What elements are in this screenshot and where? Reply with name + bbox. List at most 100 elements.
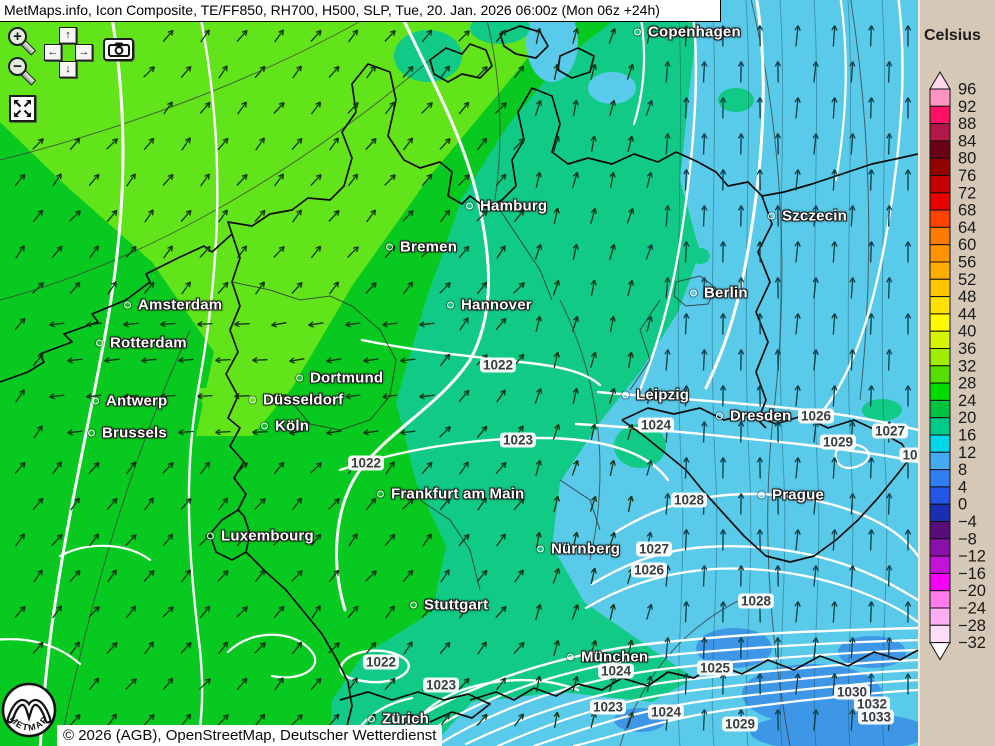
wind-arrow-icon <box>217 497 229 511</box>
wind-arrow-icon <box>180 497 192 510</box>
wind-arrow-icon <box>197 321 213 328</box>
wind-arrow-icon <box>69 137 81 151</box>
wind-arrow-icon <box>701 637 708 659</box>
wind-arrow-icon <box>310 101 322 115</box>
wind-arrow-icon <box>513 65 525 79</box>
wind-arrow-icon <box>458 533 470 547</box>
pressure-label: 1028 <box>737 593 775 609</box>
wind-arrow-icon <box>831 241 838 263</box>
wind-arrow-icon <box>535 171 542 188</box>
wind-arrow-icon <box>774 637 782 659</box>
wind-arrow-icon <box>328 569 340 583</box>
wind-arrow-icon <box>421 102 433 114</box>
wind-arrow-icon <box>439 426 452 438</box>
wind-arrow-icon <box>458 174 471 186</box>
wind-arrow-icon <box>849 277 856 299</box>
scale-cell <box>929 330 951 350</box>
wind-arrow-icon <box>756 529 764 551</box>
title-bar: MetMaps.info, Icon Composite, TE/FF850, … <box>0 0 721 22</box>
scale-label: 88 <box>958 115 976 133</box>
wind-arrow-icon <box>236 245 248 259</box>
wind-arrow-icon <box>513 641 525 655</box>
pan-right-button[interactable]: → <box>75 44 93 61</box>
wind-arrow-icon <box>534 99 543 116</box>
wind-arrow-icon <box>310 677 322 691</box>
wind-arrow-icon <box>849 61 856 83</box>
wind-arrow-icon <box>476 569 488 583</box>
wind-arrow-icon <box>106 209 118 223</box>
wind-arrow-icon <box>384 533 396 547</box>
wind-arrow-icon <box>794 241 801 263</box>
scale-label: 36 <box>958 340 976 358</box>
weather-map-canvas <box>0 0 918 746</box>
metmaps-logo[interactable]: METMAPS <box>1 677 58 746</box>
wind-arrow-icon <box>365 209 377 223</box>
wind-arrow-icon <box>609 243 616 260</box>
wind-arrow-icon <box>180 569 192 583</box>
wind-arrow-icon <box>794 169 801 191</box>
wind-arrow-icon <box>291 714 304 726</box>
wind-arrow-icon <box>365 497 377 511</box>
wind-arrow-icon <box>181 281 191 295</box>
wind-arrow-icon <box>459 461 469 475</box>
pan-left-button[interactable]: ← <box>44 44 62 61</box>
wind-arrow-icon <box>162 533 174 547</box>
wind-arrow-icon <box>553 207 560 224</box>
scale-label: 96 <box>958 81 976 99</box>
wind-arrow-icon <box>589 639 598 656</box>
wind-arrow-icon <box>683 313 690 335</box>
wind-arrow-icon <box>737 493 745 515</box>
scale-label: 92 <box>958 98 976 116</box>
wind-arrow-icon <box>495 461 507 475</box>
wind-arrow-icon <box>683 601 690 623</box>
wind-arrow-icon <box>868 601 875 623</box>
wind-arrow-icon <box>89 245 99 259</box>
pan-down-button[interactable]: ↓ <box>59 61 77 78</box>
wind-arrow-icon <box>200 29 210 43</box>
wind-arrow-icon <box>180 713 192 727</box>
wind-arrow-icon <box>476 425 488 439</box>
zoom-out-button[interactable]: − <box>8 57 27 76</box>
wind-arrow-icon <box>15 389 25 403</box>
wind-arrow-icon <box>737 349 745 371</box>
wind-arrow-icon <box>218 65 228 79</box>
wind-arrow-icon <box>310 533 322 547</box>
wind-arrow-icon <box>459 605 470 619</box>
scale-bottom-triangle <box>929 642 951 661</box>
wind-arrow-icon <box>236 533 248 547</box>
wind-arrow-icon <box>646 315 653 332</box>
wind-arrow-icon <box>236 29 248 43</box>
wind-arrow-icon <box>385 605 395 619</box>
wind-arrow-icon <box>273 245 285 258</box>
scale-cell <box>929 417 951 436</box>
wind-arrow-icon <box>180 209 192 223</box>
wind-arrow-icon <box>756 385 764 407</box>
wind-arrow-icon <box>849 709 856 731</box>
wind-arrow-icon <box>347 29 359 43</box>
wind-arrow-icon <box>291 570 303 582</box>
zoom-in-button[interactable]: + <box>8 27 27 46</box>
fullscreen-button[interactable] <box>9 95 36 122</box>
wind-arrow-icon <box>590 135 597 153</box>
wind-arrow-icon <box>701 277 708 299</box>
scale-cell <box>929 140 951 159</box>
scale-label: 32 <box>958 357 976 375</box>
wind-arrow-icon <box>737 61 745 83</box>
pan-up-button[interactable]: ↑ <box>59 27 77 44</box>
pressure-label: 10 <box>899 447 918 463</box>
weather-map[interactable]: Copenhagen Hamburg Bremen Szczecin Amsterdam… <box>0 0 918 746</box>
wind-arrow-icon <box>774 421 782 443</box>
pressure-label: 1028 <box>670 492 708 508</box>
wind-arrow-icon <box>868 673 875 695</box>
wind-arrow-icon <box>32 497 44 511</box>
wind-arrow-icon <box>609 603 616 620</box>
wind-arrow-icon <box>477 641 487 655</box>
wind-arrow-icon <box>144 209 154 223</box>
screenshot-button[interactable] <box>103 38 134 61</box>
wind-arrow-icon <box>868 385 875 407</box>
wind-arrow-icon <box>181 137 191 151</box>
wind-arrow-icon <box>236 173 248 186</box>
pressure-label: 1027 <box>635 541 673 557</box>
wind-arrow-icon <box>254 497 266 510</box>
wind-arrow-icon <box>626 711 635 728</box>
